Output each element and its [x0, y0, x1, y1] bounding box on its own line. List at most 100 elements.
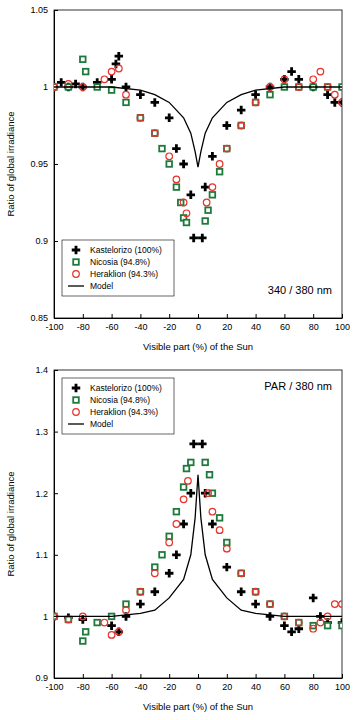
y-tick: 0.9 — [35, 236, 58, 246]
x-tick-mark — [112, 674, 113, 678]
y-axis-line — [54, 371, 55, 679]
y-tick-label: 1.2 — [35, 489, 48, 499]
data-point — [339, 601, 342, 608]
x-tick-mark — [342, 674, 343, 678]
data-point — [216, 161, 223, 168]
data-point — [183, 210, 190, 217]
y-tick-mark — [54, 432, 58, 433]
data-point — [317, 619, 324, 626]
model-line — [54, 475, 342, 617]
data-point — [174, 184, 180, 190]
panel: -100-80-60-40-200204060801000.850.90.951… — [30, 5, 350, 332]
model-line — [54, 87, 342, 167]
y-tick-mark — [54, 370, 58, 371]
data-point — [238, 570, 244, 576]
data-point — [166, 539, 173, 546]
series-points — [54, 52, 342, 242]
data-point — [208, 152, 216, 160]
data-point — [317, 68, 324, 75]
data-point — [310, 625, 317, 632]
x-tick-label: 80 — [309, 322, 319, 332]
data-point — [224, 146, 230, 152]
x-tick: 60 — [280, 674, 290, 692]
x-tick-mark — [284, 314, 285, 318]
data-point — [174, 509, 180, 515]
x-tick: 40 — [251, 674, 261, 692]
data-point — [296, 619, 303, 626]
data-point — [152, 564, 158, 570]
series-points — [54, 65, 342, 216]
data-point — [267, 92, 273, 98]
y-tick-label: 1.3 — [35, 427, 48, 437]
data-point — [205, 490, 212, 497]
x-tick: 0 — [196, 314, 201, 332]
data-point — [101, 619, 108, 626]
data-point — [203, 199, 210, 206]
x-tick: 80 — [309, 314, 319, 332]
x-tick-label: -60 — [106, 322, 119, 332]
legend-label: Kastelorizo (100%) — [90, 245, 162, 255]
data-point — [123, 601, 129, 607]
y-axis-title: Ratio of global irradiance — [5, 471, 16, 576]
data-point — [295, 75, 303, 83]
data-point — [138, 589, 144, 595]
data-point — [179, 160, 187, 168]
x-tick-label: 0 — [196, 682, 201, 692]
data-point — [64, 613, 72, 621]
data-point — [202, 218, 208, 224]
x-tick: 0 — [196, 674, 201, 692]
y-axis: 0.911.11.21.31.4 — [35, 365, 58, 683]
data-point — [217, 169, 223, 175]
data-point — [166, 153, 173, 160]
data-point — [332, 601, 339, 608]
x-axis-title: Visible part (%) of the Sun — [143, 341, 253, 352]
data-point — [223, 563, 231, 571]
y-tick-label: 0.95 — [30, 159, 48, 169]
data-point — [209, 184, 216, 191]
data-point — [166, 534, 172, 540]
legend-label: Kastelorizo (100%) — [90, 383, 162, 393]
x-tick-label: 80 — [309, 682, 319, 692]
data-point — [116, 629, 123, 636]
y-tick-mark — [54, 555, 58, 556]
legend-swatch — [72, 384, 80, 392]
data-point — [202, 460, 208, 466]
data-point — [80, 56, 86, 62]
data-point — [252, 99, 259, 106]
data-point — [198, 440, 206, 448]
legend-swatch — [73, 409, 80, 416]
data-point — [266, 83, 274, 91]
data-point — [266, 612, 274, 620]
data-point — [184, 466, 190, 472]
x-tick: -80 — [77, 314, 90, 332]
data-point — [237, 588, 245, 596]
x-tick-mark — [284, 674, 285, 678]
y-tick-label: 1.4 — [35, 365, 48, 375]
data-point — [323, 90, 331, 98]
data-point — [253, 100, 259, 106]
x-tick: 20 — [222, 674, 232, 692]
x-axis-line — [55, 678, 343, 679]
data-point — [152, 570, 159, 577]
x-tick-label: 40 — [251, 682, 261, 692]
data-point — [165, 569, 173, 577]
x-tick-mark — [227, 674, 228, 678]
data-point — [180, 496, 187, 503]
data-point — [224, 145, 231, 152]
data-point — [238, 570, 245, 577]
y-tick: 1.2 — [35, 489, 58, 499]
y-tick-label: 1 — [43, 82, 48, 92]
x-tick-mark — [140, 674, 141, 678]
legend-swatch — [73, 259, 79, 265]
x-tick-mark — [140, 314, 141, 318]
plot-frame — [54, 10, 342, 318]
data-point — [238, 123, 244, 129]
y-tick-label: 1 — [43, 612, 48, 622]
x-tick-mark — [198, 314, 199, 318]
y-tick-label: 1.1 — [35, 550, 48, 560]
data-point — [180, 199, 187, 206]
data-point — [251, 600, 259, 608]
series-points — [54, 440, 342, 636]
data-point — [108, 632, 115, 639]
data-point — [165, 114, 173, 122]
